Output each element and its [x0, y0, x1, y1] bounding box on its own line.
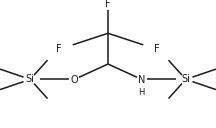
Text: Si: Si — [181, 74, 190, 84]
Text: F: F — [105, 0, 111, 9]
Text: F: F — [154, 44, 160, 54]
Text: N: N — [138, 75, 145, 85]
Text: Si: Si — [26, 74, 35, 84]
Text: F: F — [56, 44, 62, 54]
Text: O: O — [71, 75, 78, 85]
Text: H: H — [138, 88, 145, 97]
